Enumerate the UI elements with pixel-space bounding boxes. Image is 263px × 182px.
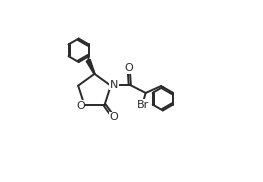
Text: O: O <box>76 101 85 111</box>
Text: O: O <box>124 63 133 73</box>
Text: O: O <box>109 112 118 122</box>
Text: Br: Br <box>137 100 149 110</box>
Text: N: N <box>110 80 118 90</box>
Polygon shape <box>86 59 95 74</box>
